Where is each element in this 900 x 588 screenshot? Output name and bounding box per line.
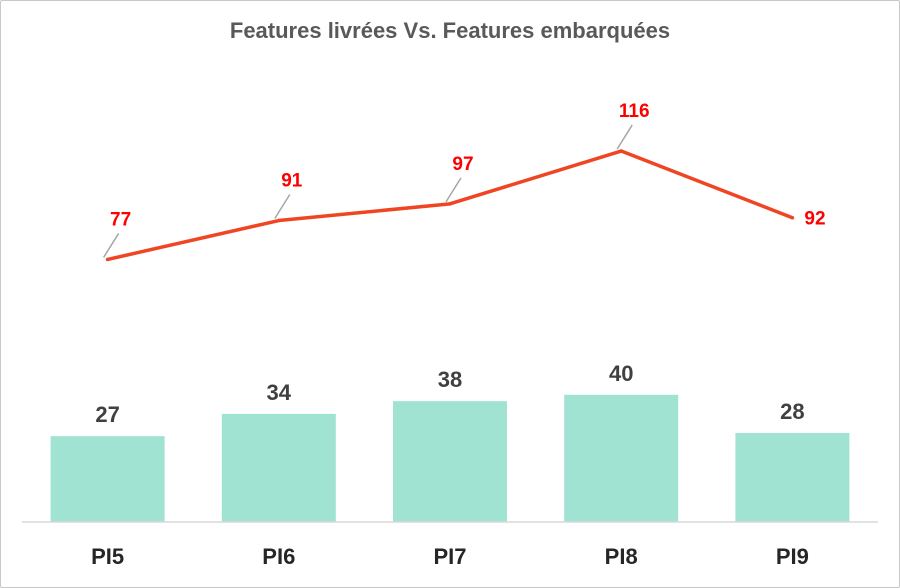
- leader-lines: [102, 124, 633, 258]
- line-point: [790, 215, 795, 220]
- line-value-label: 116: [619, 101, 650, 122]
- leader-line: [274, 194, 291, 219]
- chart-title: Features livrées Vs. Features embarquées: [229, 18, 671, 43]
- bar-PI6: [221, 413, 336, 522]
- category-label: PI8: [605, 544, 638, 569]
- bar-value-label: 40: [609, 361, 633, 386]
- line-value-label: 77: [110, 209, 131, 230]
- category-labels: PI5 PI6 PI7 PI8 PI9: [91, 544, 809, 569]
- leader-line: [445, 177, 462, 203]
- leader-line: [616, 124, 633, 150]
- line-value-label: 92: [804, 209, 825, 230]
- bar-series: [50, 394, 850, 522]
- bar-PI5: [50, 436, 165, 522]
- bar-PI9: [735, 432, 850, 522]
- line-value-label: 97: [452, 154, 473, 175]
- data-labels: 27 34 38 40 28 77 91 97 116 92: [95, 101, 825, 427]
- category-label: PI6: [262, 544, 295, 569]
- line-point: [105, 257, 110, 262]
- bar-PI7: [393, 401, 507, 522]
- category-label: PI9: [776, 544, 809, 569]
- line-point: [619, 149, 623, 153]
- line-point: [277, 218, 281, 223]
- category-label: PI5: [91, 544, 124, 569]
- line-point: [448, 202, 452, 206]
- leader-line: [102, 233, 120, 258]
- bar-value-label: 27: [95, 402, 119, 427]
- bar-value-label: 38: [438, 367, 462, 392]
- category-label: PI7: [433, 544, 466, 569]
- line-series: [105, 149, 795, 262]
- line-value-label: 91: [281, 171, 303, 192]
- bar-value-label: 34: [267, 380, 292, 405]
- bar-PI8: [564, 394, 679, 522]
- bar-value-label: 28: [780, 399, 804, 424]
